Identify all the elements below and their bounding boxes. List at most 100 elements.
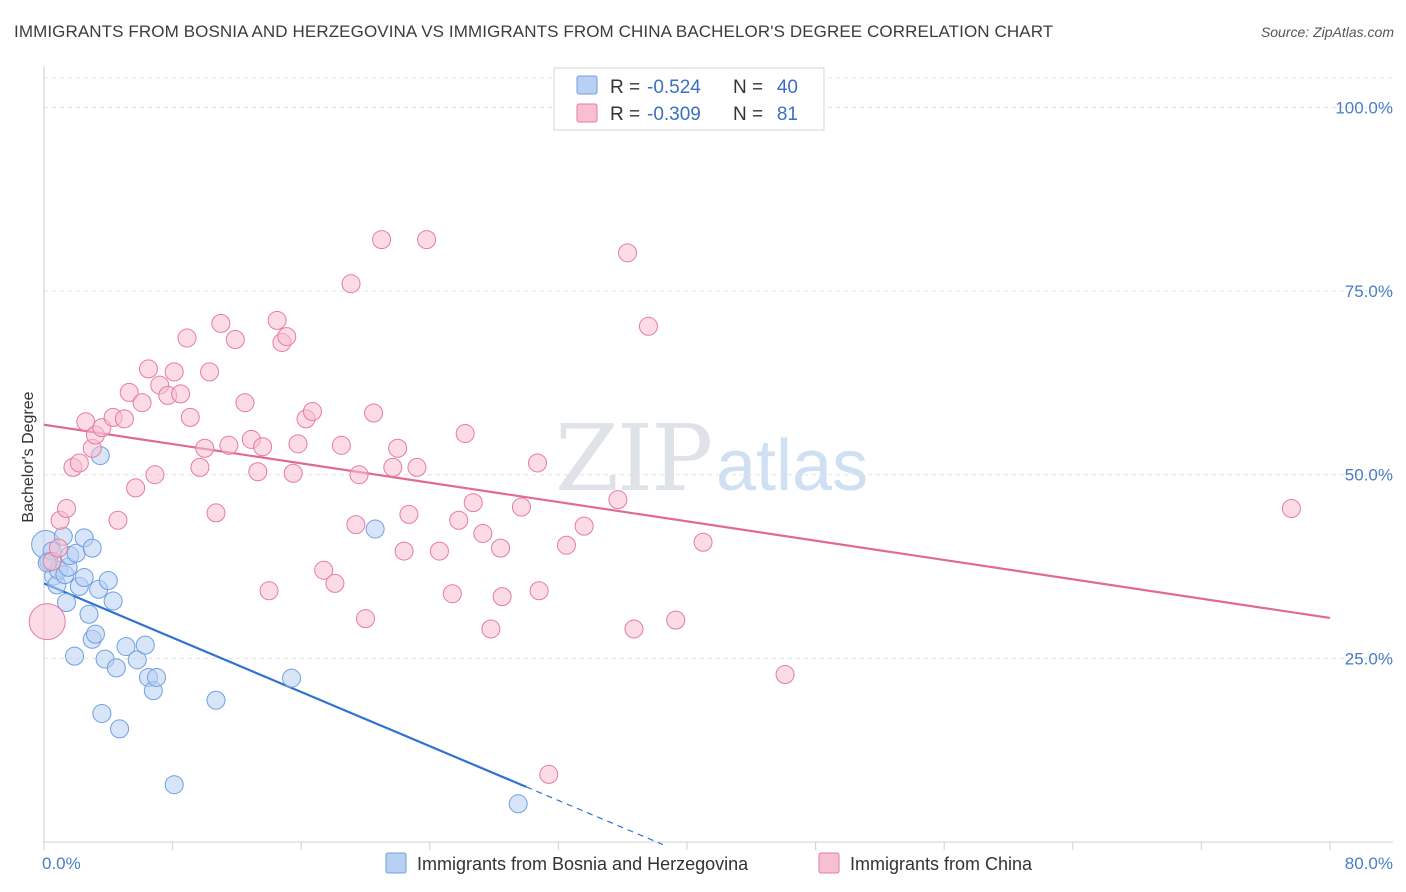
point-s0-19 (85, 624, 105, 644)
point-s0-35 (206, 690, 226, 710)
point-s0-38 (508, 794, 528, 814)
point-s1-16 (132, 393, 152, 413)
point-s1-24 (180, 407, 200, 427)
point-s1-50 (356, 609, 375, 629)
y-tick-label-0: 25.0% (1345, 649, 1393, 668)
point-s1-63 (463, 493, 483, 513)
point-s1-57 (407, 457, 427, 477)
point-s1-14 (119, 382, 139, 402)
point-s1-70 (529, 581, 549, 601)
point-s1-13 (114, 409, 134, 429)
point-s1-53 (383, 457, 403, 477)
point-s1-34 (248, 462, 268, 482)
legend-n-label-bosnia: N = (733, 77, 768, 98)
y-tick-labels: 25.0% 50.0% 75.0% 100.0% (1335, 98, 1393, 668)
point-s1-32 (235, 393, 255, 413)
point-s1-59 (429, 541, 449, 561)
point-s1-56 (399, 504, 419, 524)
y-tick-label-2: 75.0% (1345, 282, 1393, 301)
point-s1-37 (267, 310, 287, 330)
point-s1-21 (164, 362, 184, 382)
point-s1-69 (528, 453, 548, 473)
point-s1-46 (331, 435, 351, 455)
point-s1-74 (608, 490, 628, 510)
point-s1-39 (277, 327, 297, 347)
y-axis-label: Bachelor's Degree (20, 391, 37, 522)
point-s1-26 (195, 438, 215, 458)
bottom-legend-swatch-bosnia (385, 852, 407, 874)
point-s1-28 (206, 503, 226, 523)
bottom-legend-swatch-china (818, 852, 840, 874)
point-s1-54 (388, 438, 408, 458)
point-s0-22 (92, 703, 112, 723)
legend-swatch-bosnia (576, 75, 598, 95)
point-s1-65 (481, 619, 501, 639)
point-s1-60 (442, 584, 462, 604)
point-s1-12 (108, 510, 128, 530)
point-s1-47 (341, 274, 361, 294)
legend-n-value-bosnia: 40 (777, 77, 798, 98)
point-s1-35 (253, 437, 273, 457)
point-s1-77 (638, 316, 658, 336)
point-s1-62 (455, 424, 475, 444)
bottom-legend: Immigrants from Bosnia and Herzegovina I… (385, 852, 1033, 874)
legend-r-value-bosnia: -0.524 (647, 77, 701, 98)
point-s0-11 (65, 646, 85, 666)
legend-box (553, 67, 825, 131)
point-s0-8 (57, 593, 77, 613)
point-s0-26 (106, 658, 126, 678)
point-s0-24 (98, 570, 118, 590)
point-s1-72 (556, 535, 576, 555)
point-s1-15 (126, 478, 146, 498)
point-s1-2 (48, 538, 68, 558)
legend-swatch-china (576, 103, 598, 123)
point-s1-17 (138, 359, 158, 379)
point-s1-30 (219, 435, 239, 455)
legend-r-label-china: R = (610, 104, 645, 125)
point-s0-17 (82, 538, 102, 558)
point-s1-78 (666, 610, 686, 630)
point-s1-76 (624, 619, 644, 639)
x-tick-labels: 0.0% 80.0% (42, 854, 1393, 873)
point-s1-44 (314, 560, 334, 580)
watermark-atlas: atlas (716, 426, 868, 506)
point-s0-36 (282, 668, 302, 688)
watermark-zip: ZIP (555, 405, 711, 512)
point-s1-61 (449, 510, 469, 530)
point-s1-52 (372, 230, 392, 250)
bottom-legend-label-china: Immigrants from China (850, 854, 1033, 874)
point-s0-29 (127, 650, 147, 670)
point-s1-41 (288, 434, 308, 454)
point-s1-23 (177, 328, 197, 348)
point-s0-33 (147, 667, 167, 687)
y-tick-label-3: 100.0% (1335, 98, 1393, 117)
point-s0-37 (365, 519, 385, 539)
point-s1-27 (200, 362, 220, 382)
watermark: ZIP atlas (555, 405, 868, 512)
point-s1-75 (618, 243, 638, 263)
point-s1-68 (511, 497, 531, 517)
point-s1-22 (171, 384, 191, 404)
data-points (28, 230, 1301, 814)
trend-line-extension-0 (526, 786, 664, 846)
chart-source: Source: ZipAtlas.com (1260, 24, 1394, 40)
axes (43, 66, 1393, 850)
point-s0-28 (116, 637, 136, 657)
grid (44, 77, 1393, 659)
legend-n-label-china: N = (733, 104, 768, 125)
legend-n-value-china: 81 (777, 104, 798, 125)
point-s0-25 (103, 591, 123, 611)
y-tick-label-1: 50.0% (1345, 466, 1393, 485)
legend-r-value-china: -0.309 (647, 104, 701, 125)
point-s1-18 (145, 465, 165, 485)
point-s1-4 (57, 498, 77, 518)
point-s1-81 (1281, 498, 1301, 518)
point-s1-40 (283, 463, 303, 483)
point-s0-27 (110, 719, 130, 739)
point-s1-71 (539, 764, 559, 784)
point-s1-67 (492, 587, 512, 607)
point-s1-64 (473, 523, 493, 543)
legend: R = -0.524 N = 40 R = -0.309 N = 81 (553, 67, 825, 131)
point-s1-43 (302, 402, 322, 422)
